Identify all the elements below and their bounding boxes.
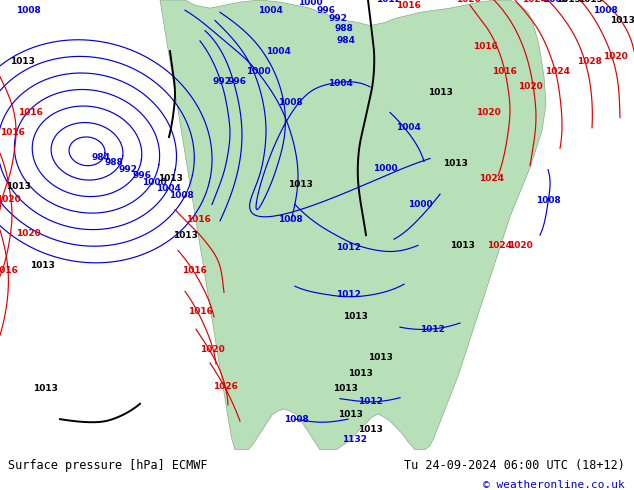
Text: 1013: 1013 <box>555 0 581 4</box>
Text: 984: 984 <box>91 152 110 162</box>
Text: 1013: 1013 <box>288 179 313 189</box>
Text: Surface pressure [hPa] ECMWF: Surface pressure [hPa] ECMWF <box>8 459 207 471</box>
Text: 1013: 1013 <box>337 410 363 418</box>
Text: 1012: 1012 <box>420 325 444 334</box>
Text: 996: 996 <box>228 77 247 86</box>
Text: 1000: 1000 <box>246 67 270 76</box>
Text: 1000: 1000 <box>373 164 398 173</box>
Text: 1026: 1026 <box>212 382 238 391</box>
Text: 1004: 1004 <box>266 47 290 56</box>
Text: 1013: 1013 <box>6 182 30 191</box>
Text: 1013: 1013 <box>578 0 602 4</box>
Text: 1016: 1016 <box>491 67 517 76</box>
Text: © weatheronline.co.uk: © weatheronline.co.uk <box>482 480 624 490</box>
Text: 1008: 1008 <box>16 6 41 15</box>
Text: 1008: 1008 <box>543 0 567 4</box>
Text: 1024: 1024 <box>488 241 512 250</box>
Text: 1013: 1013 <box>450 241 474 250</box>
Text: 1013: 1013 <box>30 261 55 270</box>
Text: 1020: 1020 <box>508 241 533 250</box>
Text: 1004: 1004 <box>257 6 282 15</box>
Text: 1008: 1008 <box>278 98 302 107</box>
Text: 1024: 1024 <box>545 67 571 76</box>
Text: 1000: 1000 <box>298 0 322 6</box>
Text: 1013: 1013 <box>10 57 34 66</box>
Text: Tu 24-09-2024 06:00 UTC (18+12): Tu 24-09-2024 06:00 UTC (18+12) <box>404 459 624 471</box>
Text: 1020: 1020 <box>0 195 20 204</box>
Text: 1020: 1020 <box>517 82 542 92</box>
Text: 1016: 1016 <box>181 267 207 275</box>
Text: 1028: 1028 <box>576 57 602 66</box>
Text: 1004: 1004 <box>328 79 353 88</box>
Text: 1008: 1008 <box>593 6 618 15</box>
Text: 1004: 1004 <box>396 123 420 132</box>
Text: 1020: 1020 <box>16 229 41 238</box>
Text: 1024: 1024 <box>522 0 548 4</box>
Text: 1013: 1013 <box>342 313 368 321</box>
Text: 1024: 1024 <box>479 174 505 183</box>
Text: 1020: 1020 <box>476 108 500 117</box>
Text: 988: 988 <box>105 158 124 167</box>
Text: 1013: 1013 <box>443 159 467 168</box>
Text: 996: 996 <box>133 172 152 180</box>
Text: 984: 984 <box>337 36 356 46</box>
Text: 1020: 1020 <box>456 0 481 4</box>
Text: 1013: 1013 <box>32 384 58 393</box>
Text: 1008: 1008 <box>278 215 302 224</box>
Text: 1013: 1013 <box>609 16 634 25</box>
Text: 1016: 1016 <box>472 42 498 50</box>
Text: 1013: 1013 <box>347 368 372 378</box>
Text: 1016: 1016 <box>0 128 25 137</box>
Text: 1016: 1016 <box>0 267 18 275</box>
Text: 992: 992 <box>328 14 347 23</box>
Text: 1008: 1008 <box>536 196 560 205</box>
Text: 1000: 1000 <box>142 178 167 187</box>
Text: 988: 988 <box>335 24 353 33</box>
Text: 1132: 1132 <box>342 435 368 444</box>
Text: 1008: 1008 <box>283 415 308 424</box>
Text: 1016: 1016 <box>186 215 210 224</box>
Text: 1012: 1012 <box>335 243 361 252</box>
Text: 1013: 1013 <box>158 174 183 183</box>
Text: 1016: 1016 <box>18 108 42 117</box>
Text: 1013: 1013 <box>333 384 358 393</box>
Text: 1008: 1008 <box>169 191 194 200</box>
Text: 996: 996 <box>316 6 335 15</box>
Text: 1016: 1016 <box>396 0 420 10</box>
Text: 1020: 1020 <box>603 52 628 61</box>
Text: 1013: 1013 <box>358 425 382 434</box>
Text: 1004: 1004 <box>155 184 181 194</box>
Text: 1012: 1012 <box>375 0 401 4</box>
Text: 1012: 1012 <box>335 290 361 299</box>
Text: 1016: 1016 <box>188 307 212 317</box>
Text: 1013: 1013 <box>427 88 453 97</box>
Text: 1013: 1013 <box>172 231 197 240</box>
Text: 992: 992 <box>119 165 138 174</box>
Text: 1013: 1013 <box>368 353 392 362</box>
Text: 1020: 1020 <box>200 345 224 354</box>
Polygon shape <box>160 0 546 450</box>
Text: 992: 992 <box>212 77 231 86</box>
Text: 1000: 1000 <box>408 200 432 209</box>
Text: 1012: 1012 <box>358 397 382 406</box>
